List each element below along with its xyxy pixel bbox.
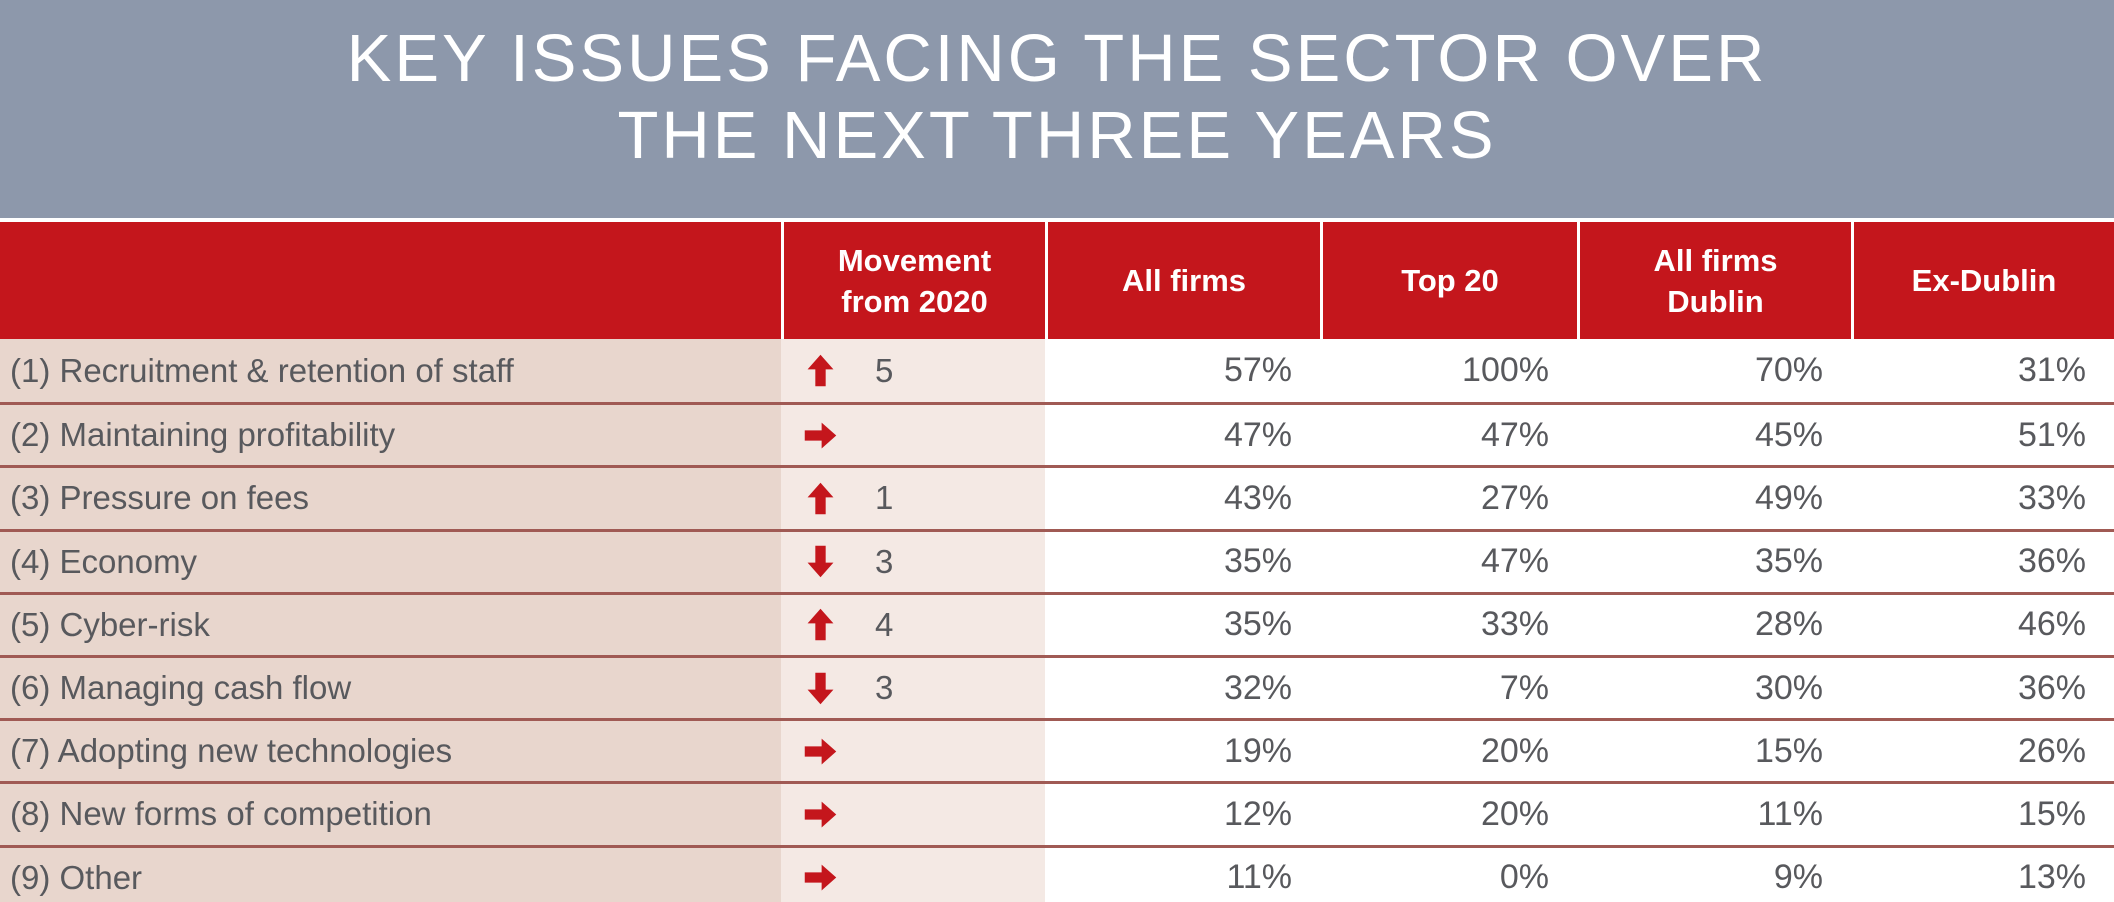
value-all-firms: 57% bbox=[1045, 339, 1320, 403]
value-top-20: 20% bbox=[1320, 784, 1577, 845]
table-body: (1) Recruitment & retention of staff 5 5… bbox=[0, 339, 2114, 902]
movement-cell: 3 bbox=[781, 531, 1045, 592]
value-all-firms: 35% bbox=[1045, 594, 1320, 655]
value-all-firms-dublin: 45% bbox=[1577, 405, 1851, 466]
value-ex-dublin: 36% bbox=[1851, 657, 2114, 719]
movement-cell bbox=[781, 405, 1045, 466]
table-row: (1) Recruitment & retention of staff 5 5… bbox=[0, 339, 2114, 403]
issue-label: (1) Recruitment & retention of staff bbox=[10, 351, 514, 389]
value-top-20: 7% bbox=[1320, 657, 1577, 719]
movement-cell: 3 bbox=[781, 657, 1045, 719]
value-ex-dublin: 36% bbox=[1851, 531, 2114, 592]
value-all-firms: 11% bbox=[1045, 847, 1320, 902]
value-ex-dublin: 13% bbox=[1851, 847, 2114, 902]
issue-label-cell: (5) Cyber-risk bbox=[0, 594, 781, 655]
issue-label-cell: (7) Adopting new technologies bbox=[0, 721, 781, 782]
arrow-right-icon bbox=[803, 861, 837, 895]
value-top-20: 27% bbox=[1320, 468, 1577, 529]
issue-label-cell: (3) Pressure on fees bbox=[0, 468, 781, 529]
issue-label: (2) Maintaining profitability bbox=[10, 416, 396, 454]
movement-cell: 1 bbox=[781, 468, 1045, 529]
header-cell-ex-dublin: Ex-Dublin bbox=[1851, 222, 2114, 339]
issue-label: (4) Economy bbox=[10, 542, 198, 580]
value-all-firms-dublin: 11% bbox=[1577, 784, 1851, 845]
issue-label: (5) Cyber-risk bbox=[10, 605, 210, 643]
value-all-firms: 12% bbox=[1045, 784, 1320, 845]
table-row: (8) New forms of competition 12% 20% 11%… bbox=[0, 781, 2114, 845]
value-all-firms-dublin: 70% bbox=[1577, 339, 1851, 403]
value-ex-dublin: 51% bbox=[1851, 405, 2114, 466]
movement-cell bbox=[781, 847, 1045, 902]
movement-places: 4 bbox=[875, 605, 894, 643]
issue-label: (9) Other bbox=[10, 858, 143, 896]
value-all-firms: 47% bbox=[1045, 405, 1320, 466]
value-ex-dublin: 15% bbox=[1851, 784, 2114, 845]
arrow-up-icon bbox=[803, 354, 837, 388]
value-all-firms: 19% bbox=[1045, 721, 1320, 782]
movement-places: 3 bbox=[875, 669, 894, 707]
header-cell-all-firms: All firms bbox=[1045, 222, 1320, 339]
value-all-firms: 35% bbox=[1045, 531, 1320, 592]
issue-label-cell: (9) Other bbox=[0, 847, 781, 902]
table-row: (6) Managing cash flow 3 32% 7% 30% 36% bbox=[0, 654, 2114, 719]
header-cell-top-20: Top 20 bbox=[1320, 222, 1577, 339]
header-cell-movement: Movement from 2020 bbox=[781, 222, 1045, 339]
issue-label: (6) Managing cash flow bbox=[10, 669, 352, 707]
arrow-right-icon bbox=[803, 797, 837, 831]
value-all-firms: 43% bbox=[1045, 468, 1320, 529]
movement-places: 1 bbox=[875, 479, 894, 517]
issue-label: (3) Pressure on fees bbox=[10, 479, 309, 517]
value-all-firms-dublin: 28% bbox=[1577, 594, 1851, 655]
header-cell-all-firms-dublin: All firms Dublin bbox=[1577, 222, 1851, 339]
movement-places: 3 bbox=[875, 542, 894, 580]
issue-label-cell: (2) Maintaining profitability bbox=[0, 405, 781, 466]
value-all-firms-dublin: 15% bbox=[1577, 721, 1851, 782]
value-ex-dublin: 33% bbox=[1851, 468, 2114, 529]
arrow-down-icon bbox=[803, 545, 837, 579]
movement-cell bbox=[781, 784, 1045, 845]
movement-places: 5 bbox=[875, 351, 894, 389]
issue-label-cell: (6) Managing cash flow bbox=[0, 657, 781, 719]
arrow-down-icon bbox=[803, 671, 837, 705]
value-top-20: 20% bbox=[1320, 721, 1577, 782]
movement-cell: 4 bbox=[781, 594, 1045, 655]
banner-divider bbox=[0, 218, 2114, 222]
arrow-up-icon bbox=[803, 608, 837, 642]
value-top-20: 47% bbox=[1320, 531, 1577, 592]
value-top-20: 47% bbox=[1320, 405, 1577, 466]
value-all-firms-dublin: 9% bbox=[1577, 847, 1851, 902]
arrow-right-icon bbox=[803, 418, 837, 452]
page-title-line-2: THE NEXT THREE YEARS bbox=[617, 98, 1497, 173]
arrow-up-icon bbox=[803, 481, 837, 515]
table-row: (5) Cyber-risk 4 35% 33% 28% 46% bbox=[0, 591, 2114, 655]
value-ex-dublin: 46% bbox=[1851, 594, 2114, 655]
arrow-right-icon bbox=[803, 734, 837, 768]
issue-label-cell: (4) Economy bbox=[0, 531, 781, 592]
value-all-firms-dublin: 35% bbox=[1577, 531, 1851, 592]
table-row: (3) Pressure on fees 1 43% 27% 49% 33% bbox=[0, 465, 2114, 529]
value-ex-dublin: 26% bbox=[1851, 721, 2114, 782]
value-top-20: 0% bbox=[1320, 847, 1577, 902]
issue-label: (7) Adopting new technologies bbox=[10, 732, 453, 770]
table-row: (2) Maintaining profitability 47% 47% 45… bbox=[0, 402, 2114, 466]
value-ex-dublin: 31% bbox=[1851, 339, 2114, 403]
value-top-20: 33% bbox=[1320, 594, 1577, 655]
movement-cell bbox=[781, 721, 1045, 782]
issue-label-cell: (1) Recruitment & retention of staff bbox=[0, 339, 781, 403]
value-all-firms-dublin: 49% bbox=[1577, 468, 1851, 529]
page-title-line-1: KEY ISSUES FACING THE SECTOR OVER bbox=[346, 21, 1768, 96]
header-cell-issue bbox=[0, 222, 781, 339]
table-row: (4) Economy 3 35% 47% 35% 36% bbox=[0, 528, 2114, 592]
movement-cell: 5 bbox=[781, 339, 1045, 403]
title-banner: KEY ISSUES FACING THE SECTOR OVER THE NE… bbox=[0, 0, 2114, 218]
table-row: (7) Adopting new technologies 19% 20% 15… bbox=[0, 718, 2114, 782]
table-header-row: Movement from 2020 All firms Top 20 All … bbox=[0, 222, 2114, 339]
value-all-firms-dublin: 30% bbox=[1577, 657, 1851, 719]
issue-label: (8) New forms of competition bbox=[10, 795, 432, 833]
issue-label-cell: (8) New forms of competition bbox=[0, 784, 781, 845]
value-top-20: 100% bbox=[1320, 339, 1577, 403]
value-all-firms: 32% bbox=[1045, 657, 1320, 719]
table-row: (9) Other 11% 0% 9% 13% bbox=[0, 844, 2114, 902]
